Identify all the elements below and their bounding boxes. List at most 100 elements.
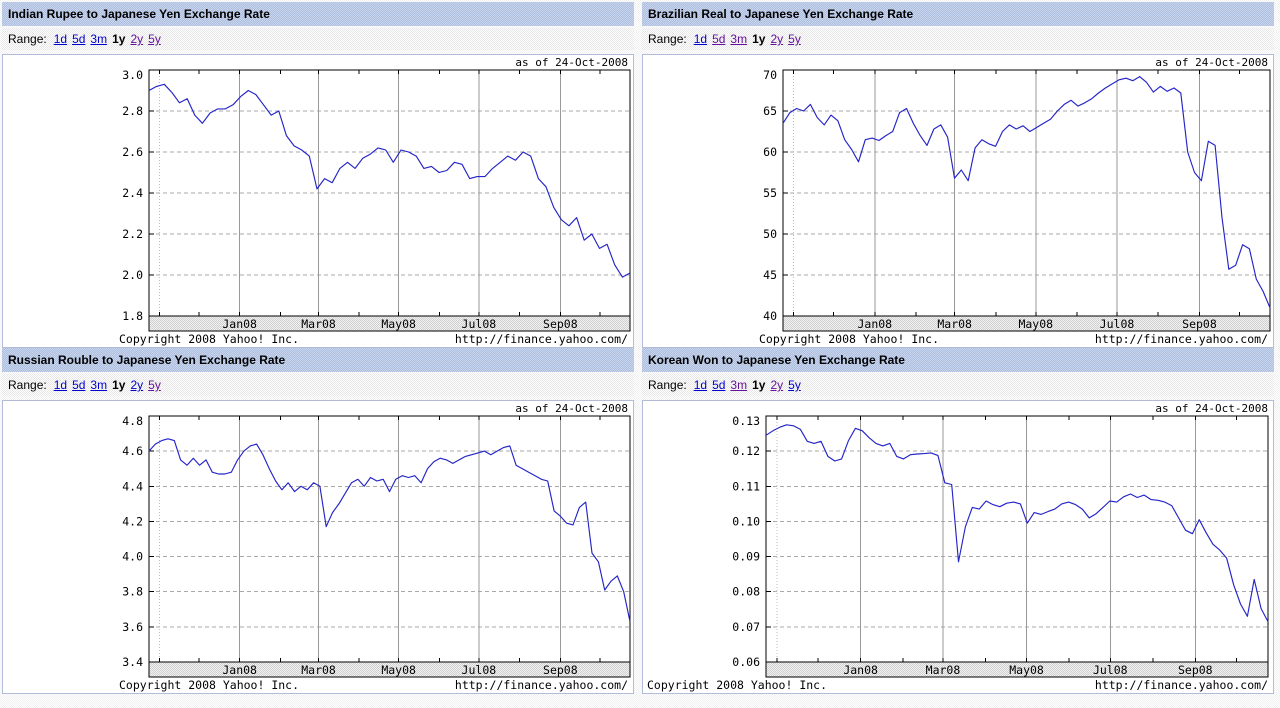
range-row: Range: 1d 5d 3m 1y 2y 5y	[642, 374, 1274, 396]
range-link-1d[interactable]: 1d	[53, 378, 68, 392]
range-label: Range:	[8, 378, 47, 392]
svg-text:4.4: 4.4	[122, 479, 143, 493]
exchange-rate-chart-russian-rouble: 4.8 4.6 4.4 4.2 4.0 3.8 3.6 3.4 Jan08 Mar08 May08 J…	[122, 415, 631, 678]
range-link-5d[interactable]: 5d	[712, 32, 726, 46]
chart-footer: Copyright 2008 Yahoo! Inc. http://financ…	[643, 678, 1273, 693]
svg-text:65: 65	[763, 104, 777, 118]
chart-panel-indian-rupee: Indian Rupee to Japanese Yen Exchange Ra…	[0, 0, 640, 348]
range-link-3m[interactable]: 3m	[90, 378, 108, 392]
range-link-1y[interactable]: 1y	[112, 378, 126, 392]
svg-text:Mar08: Mar08	[926, 663, 961, 677]
svg-text:May08: May08	[1009, 663, 1044, 677]
svg-text:Sep08: Sep08	[543, 663, 578, 677]
svg-text:2.2: 2.2	[122, 227, 143, 241]
svg-text:3.8: 3.8	[122, 585, 143, 599]
range-link-1d[interactable]: 1d	[53, 32, 68, 46]
chart-panel-brazilian-real: Brazilian Real to Japanese Yen Exchange …	[640, 0, 1280, 348]
svg-text:Jan08: Jan08	[857, 317, 892, 331]
chart-panel-korean-won: Korean Won to Japanese Yen Exchange Rate…	[640, 346, 1280, 708]
range-link-1y[interactable]: 1y	[752, 32, 766, 46]
range-link-1d[interactable]: 1d	[693, 32, 708, 46]
copyright-text: Copyright 2008 Yahoo! Inc.	[759, 332, 940, 346]
range-link-5y[interactable]: 5y	[148, 378, 161, 392]
svg-text:Mar08: Mar08	[301, 663, 336, 677]
copyright-text: Copyright 2008 Yahoo! Inc.	[119, 678, 300, 692]
as-of-date: as of 24-Oct-2008	[515, 402, 628, 415]
svg-text:0.13: 0.13	[732, 415, 760, 428]
svg-text:Mar08: Mar08	[937, 317, 972, 331]
chart-footer: Copyright 2008 Yahoo! Inc. http://financ…	[3, 332, 633, 347]
svg-text:4.0: 4.0	[122, 550, 143, 564]
svg-text:May08: May08	[381, 663, 416, 677]
svg-text:Sep08: Sep08	[1178, 663, 1213, 677]
svg-text:Jan08: Jan08	[222, 663, 257, 677]
range-link-2y[interactable]: 2y	[770, 32, 784, 46]
range-link-2y[interactable]: 2y	[770, 378, 784, 392]
svg-text:Jul08: Jul08	[462, 317, 497, 331]
as-of-date: as of 24-Oct-2008	[515, 56, 628, 69]
svg-text:50: 50	[763, 227, 777, 241]
svg-text:Jul08: Jul08	[462, 663, 497, 677]
chart-footer: Copyright 2008 Yahoo! Inc. http://financ…	[3, 678, 633, 693]
chart-box: as of 24-Oct-2008 0.13 0.12 0.11 0.10 0.09 0.…	[642, 400, 1274, 694]
copyright-text: Copyright 2008 Yahoo! Inc.	[647, 678, 828, 692]
as-of-date: as of 24-Oct-2008	[1155, 56, 1268, 69]
svg-text:May08: May08	[1018, 317, 1053, 331]
range-row: Range: 1d 5d 3m 1y 2y 5y	[2, 28, 634, 50]
svg-text:Jan08: Jan08	[843, 663, 878, 677]
svg-text:60: 60	[763, 145, 777, 159]
source-url: http://finance.yahoo.com/	[1094, 332, 1268, 346]
range-link-5y[interactable]: 5y	[788, 378, 801, 392]
svg-text:45: 45	[763, 268, 777, 282]
panel-title-korean-won: Korean Won to Japanese Yen Exchange Rate	[642, 348, 1274, 372]
svg-text:2.8: 2.8	[122, 104, 143, 118]
as-of-date: as of 24-Oct-2008	[1155, 402, 1268, 415]
chart-box: as of 24-Oct-2008 3.0 2.8 2.6 2.4 2.2 2.0 1.8 J…	[2, 54, 634, 348]
svg-text:Sep08: Sep08	[1182, 317, 1217, 331]
svg-text:Jul08: Jul08	[1093, 663, 1128, 677]
copyright-text: Copyright 2008 Yahoo! Inc.	[119, 332, 300, 346]
range-label: Range:	[648, 378, 687, 392]
svg-text:0.11: 0.11	[732, 479, 760, 493]
source-url: http://finance.yahoo.com/	[454, 678, 628, 692]
panel-title-indian-rupee: Indian Rupee to Japanese Yen Exchange Ra…	[2, 2, 634, 26]
range-link-3m[interactable]: 3m	[730, 32, 748, 46]
svg-text:1.8: 1.8	[122, 309, 143, 323]
svg-text:May08: May08	[381, 317, 416, 331]
svg-text:2.4: 2.4	[122, 186, 143, 200]
range-link-5d[interactable]: 5d	[72, 32, 86, 46]
svg-text:2.6: 2.6	[122, 145, 143, 159]
svg-text:0.12: 0.12	[732, 444, 760, 458]
svg-text:4.8: 4.8	[122, 415, 143, 428]
svg-text:0.10: 0.10	[732, 514, 760, 528]
range-label: Range:	[8, 32, 47, 46]
range-link-1y[interactable]: 1y	[752, 378, 766, 392]
exchange-rate-chart-brazilian-real: 70 65 60 55 50 45 40 Jan08 Mar08 May08 Jul08 Sep08	[763, 69, 1271, 332]
range-link-5d[interactable]: 5d	[712, 378, 726, 392]
svg-text:Jul08: Jul08	[1100, 317, 1135, 331]
range-row: Range: 1d 5d 3m 1y 2y 5y	[2, 374, 634, 396]
svg-text:Jan08: Jan08	[222, 317, 257, 331]
range-link-2y[interactable]: 2y	[130, 32, 144, 46]
svg-text:40: 40	[763, 309, 777, 323]
svg-text:2.0: 2.0	[122, 268, 143, 282]
range-link-3m[interactable]: 3m	[730, 378, 748, 392]
range-link-2y[interactable]: 2y	[130, 378, 144, 392]
range-link-1d[interactable]: 1d	[693, 378, 708, 392]
panel-title-brazilian-real: Brazilian Real to Japanese Yen Exchange …	[642, 2, 1274, 26]
range-link-1y[interactable]: 1y	[112, 32, 126, 46]
svg-text:Sep08: Sep08	[543, 317, 578, 331]
svg-text:Mar08: Mar08	[301, 317, 336, 331]
chart-footer: Copyright 2008 Yahoo! Inc. http://financ…	[643, 332, 1273, 347]
range-label: Range:	[648, 32, 687, 46]
svg-text:0.09: 0.09	[732, 550, 760, 564]
range-link-5y[interactable]: 5y	[148, 32, 161, 46]
range-link-5d[interactable]: 5d	[72, 378, 86, 392]
svg-text:0.06: 0.06	[732, 655, 760, 669]
range-link-3m[interactable]: 3m	[90, 32, 108, 46]
chart-box: as of 24-Oct-2008 4.8 4.6 4.4 4.2 4.0 3.8 3.6 3…	[2, 400, 634, 694]
range-link-5y[interactable]: 5y	[788, 32, 801, 46]
svg-text:3.0: 3.0	[122, 69, 143, 82]
svg-text:4.6: 4.6	[122, 444, 143, 458]
